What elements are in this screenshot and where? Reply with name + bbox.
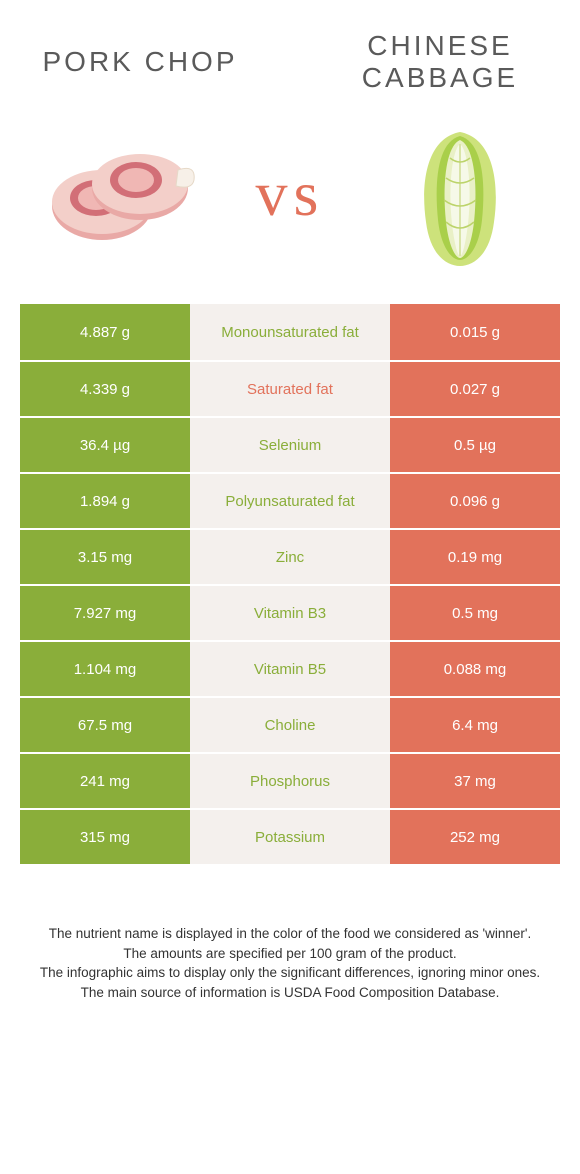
- nutrient-name: Polyunsaturated fat: [190, 474, 390, 528]
- left-value: 3.15 mg: [20, 530, 190, 584]
- right-food-title: Chinese cabbage: [330, 30, 550, 94]
- left-value: 315 mg: [20, 810, 190, 864]
- left-value: 1.104 mg: [20, 642, 190, 696]
- footnote-line: The amounts are specified per 100 gram o…: [30, 944, 550, 964]
- nutrient-name: Potassium: [190, 810, 390, 864]
- left-value: 7.927 mg: [20, 586, 190, 640]
- table-row: 1.894 gPolyunsaturated fat0.096 g: [20, 472, 560, 528]
- right-value: 6.4 mg: [390, 698, 560, 752]
- right-value: 0.5 µg: [390, 418, 560, 472]
- footnote-line: The infographic aims to display only the…: [30, 963, 550, 983]
- table-row: 3.15 mgZinc0.19 mg: [20, 528, 560, 584]
- chinese-cabbage-icon: [380, 114, 540, 274]
- pork-chop-icon: [40, 114, 200, 274]
- left-value: 36.4 µg: [20, 418, 190, 472]
- images-row: vs: [0, 104, 580, 304]
- chinese-cabbage-image: [380, 114, 540, 274]
- table-row: 67.5 mgCholine6.4 mg: [20, 696, 560, 752]
- vs-label: vs: [256, 157, 325, 231]
- right-value: 0.015 g: [390, 304, 560, 360]
- nutrient-name: Selenium: [190, 418, 390, 472]
- nutrient-name: Vitamin B5: [190, 642, 390, 696]
- right-value: 37 mg: [390, 754, 560, 808]
- comparison-table: 4.887 gMonounsaturated fat0.015 g4.339 g…: [20, 304, 560, 864]
- left-food-title: Pork chop: [30, 46, 250, 78]
- right-value: 252 mg: [390, 810, 560, 864]
- table-row: 36.4 µgSelenium0.5 µg: [20, 416, 560, 472]
- left-value: 67.5 mg: [20, 698, 190, 752]
- table-row: 7.927 mgVitamin B30.5 mg: [20, 584, 560, 640]
- table-row: 241 mgPhosphorus37 mg: [20, 752, 560, 808]
- left-value: 241 mg: [20, 754, 190, 808]
- nutrient-name: Saturated fat: [190, 362, 390, 416]
- pork-chop-image: [40, 114, 200, 274]
- footnotes: The nutrient name is displayed in the co…: [30, 924, 550, 1002]
- nutrient-name: Zinc: [190, 530, 390, 584]
- footnote-line: The nutrient name is displayed in the co…: [30, 924, 550, 944]
- nutrient-name: Monounsaturated fat: [190, 304, 390, 360]
- table-row: 1.104 mgVitamin B50.088 mg: [20, 640, 560, 696]
- nutrient-name: Vitamin B3: [190, 586, 390, 640]
- right-value: 0.5 mg: [390, 586, 560, 640]
- table-row: 4.887 gMonounsaturated fat0.015 g: [20, 304, 560, 360]
- header: Pork chop Chinese cabbage: [0, 0, 580, 104]
- left-value: 1.894 g: [20, 474, 190, 528]
- nutrient-name: Phosphorus: [190, 754, 390, 808]
- table-row: 4.339 gSaturated fat0.027 g: [20, 360, 560, 416]
- right-value: 0.19 mg: [390, 530, 560, 584]
- right-value: 0.088 mg: [390, 642, 560, 696]
- right-value: 0.027 g: [390, 362, 560, 416]
- left-value: 4.339 g: [20, 362, 190, 416]
- nutrient-name: Choline: [190, 698, 390, 752]
- table-row: 315 mgPotassium252 mg: [20, 808, 560, 864]
- footnote-line: The main source of information is USDA F…: [30, 983, 550, 1003]
- right-value: 0.096 g: [390, 474, 560, 528]
- left-value: 4.887 g: [20, 304, 190, 360]
